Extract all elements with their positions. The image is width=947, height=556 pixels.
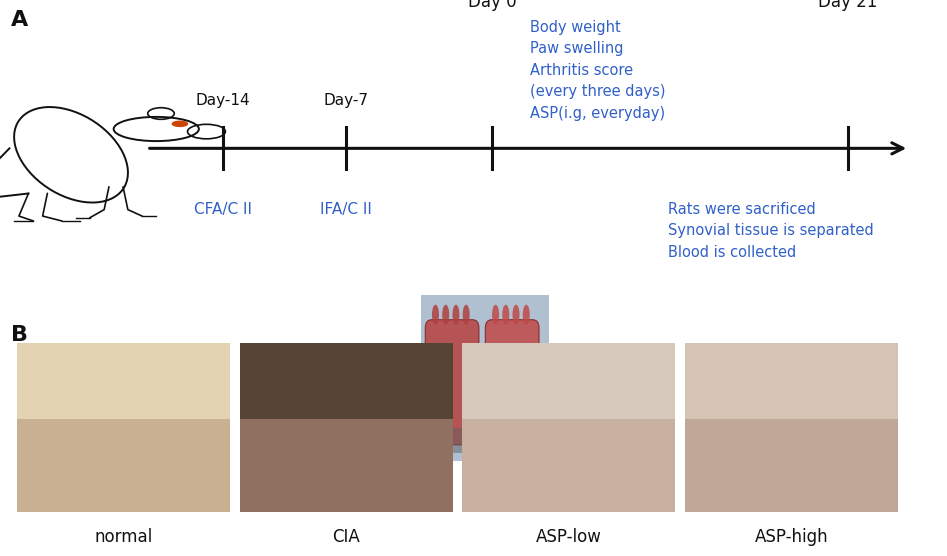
FancyBboxPatch shape [486, 320, 539, 445]
Ellipse shape [453, 305, 459, 325]
Bar [462, 344, 675, 419]
Text: CIA: CIA [332, 528, 360, 547]
FancyBboxPatch shape [425, 320, 479, 445]
Text: Day-7: Day-7 [323, 93, 368, 108]
Text: Rats were sacrificed
Synovial tissue is separated
Blood is collected: Rats were sacrificed Synovial tissue is … [668, 201, 873, 260]
Ellipse shape [502, 305, 509, 325]
Circle shape [172, 121, 188, 126]
Ellipse shape [523, 305, 529, 325]
Ellipse shape [432, 305, 439, 325]
Text: Body weight
Paw swelling
Arthritis score
(every three days)
ASP(i.g, everyday): Body weight Paw swelling Arthritis score… [530, 19, 666, 121]
Ellipse shape [463, 305, 470, 325]
Text: ASP-low: ASP-low [536, 528, 601, 547]
Text: A: A [11, 9, 28, 29]
Text: Day-14: Day-14 [195, 93, 250, 108]
Text: B: B [11, 325, 28, 345]
Text: CFA/C II: CFA/C II [193, 201, 252, 216]
Ellipse shape [492, 305, 499, 325]
Bar [685, 344, 898, 419]
Ellipse shape [512, 305, 520, 325]
Ellipse shape [442, 305, 449, 325]
Bar [240, 344, 453, 419]
Bar [462, 344, 675, 512]
Bar [685, 344, 898, 512]
Text: IFA/C II: IFA/C II [320, 201, 371, 216]
Bar [432, 428, 532, 453]
Text: normal: normal [95, 528, 152, 547]
Text: Day 0: Day 0 [468, 0, 517, 11]
Text: Day 21: Day 21 [818, 0, 877, 11]
Bar [17, 344, 230, 419]
Bar [240, 344, 453, 512]
Bar [17, 344, 230, 512]
Text: ASP-high: ASP-high [755, 528, 828, 547]
